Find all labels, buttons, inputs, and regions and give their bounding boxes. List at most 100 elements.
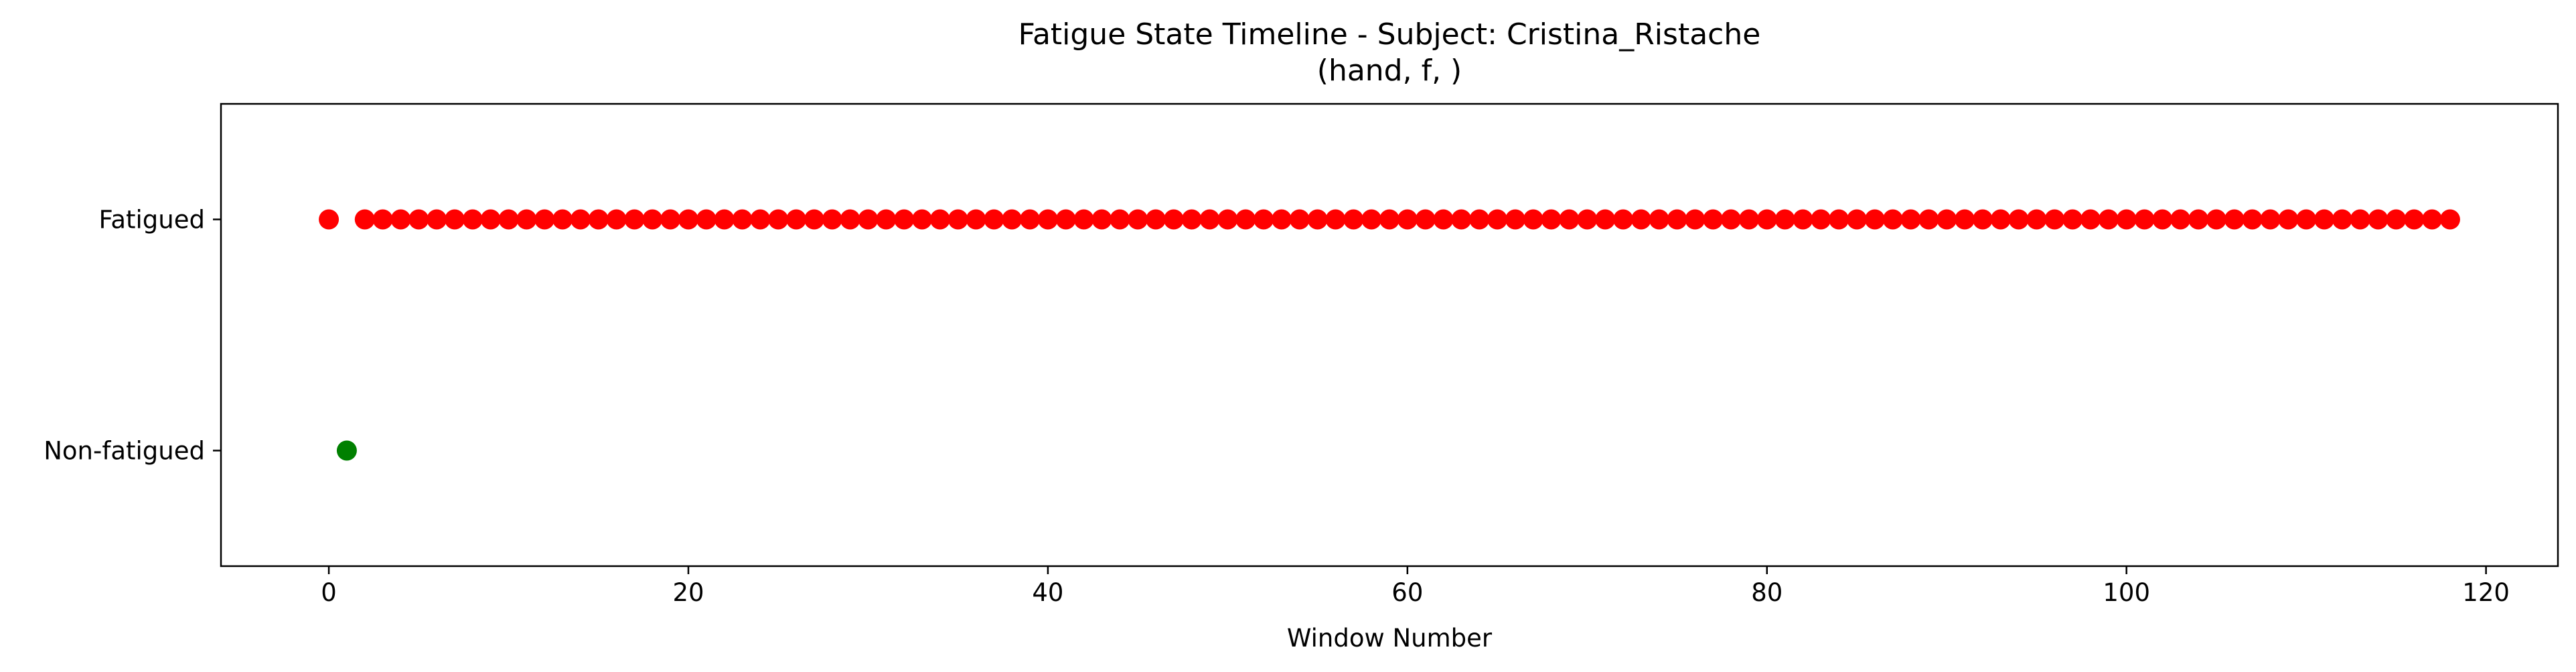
fatigued-point [2188, 209, 2209, 230]
fatigued-point [1613, 209, 1633, 230]
fatigued-point [1343, 209, 1364, 230]
fatigued-point [1559, 209, 1580, 230]
fatigued-point [2332, 209, 2352, 230]
fatigued-point [1541, 209, 1562, 230]
fatigued-point [984, 209, 1004, 230]
fatigued-point [678, 209, 698, 230]
fatigued-point [1271, 209, 1292, 230]
fatigued-point [2026, 209, 2047, 230]
fatigued-point [1487, 209, 1508, 230]
fatigued-point [588, 209, 609, 230]
x-tick-label: 0 [321, 578, 337, 607]
fatigued-point [2044, 209, 2065, 230]
x-tick-label: 120 [2462, 578, 2510, 607]
fatigued-point [2242, 209, 2263, 230]
fatigued-point [1415, 209, 1436, 230]
x-axis: 0 20 40 60 80 100 120 [321, 566, 2510, 607]
fatigued-point [2350, 209, 2370, 230]
fatigued-point [354, 209, 375, 230]
fatigued-point [1379, 209, 1399, 230]
x-axis-label: Window Number [1287, 624, 1493, 653]
fatigued-point [1002, 209, 1022, 230]
fatigued-point [1738, 209, 1759, 230]
fatigued-point [1217, 209, 1238, 230]
fatigued-point [2116, 209, 2137, 230]
fatigued-point [552, 209, 573, 230]
x-tick-label: 100 [2103, 578, 2150, 607]
fatigued-point [1990, 209, 2011, 230]
fatigued-point [1937, 209, 1957, 230]
fatigued-point [1433, 209, 1454, 230]
fatigued-point [480, 209, 501, 230]
fatigued-point [948, 209, 968, 230]
fatigued-point [534, 209, 555, 230]
fatigued-point [1774, 209, 1795, 230]
fatigued-point [912, 209, 932, 230]
fatigued-point [1451, 209, 1472, 230]
fatigued-point [1020, 209, 1041, 230]
fatigued-point [1235, 209, 1256, 230]
fatigued-point [1163, 209, 1184, 230]
fatigued-point [1793, 209, 1813, 230]
fatigued-point [1667, 209, 1687, 230]
fatigued-point [2008, 209, 2029, 230]
fatigued-point [1199, 209, 1220, 230]
fatigued-point [840, 209, 860, 230]
fatigued-point [1631, 209, 1651, 230]
fatigued-point [2134, 209, 2155, 230]
fatigued-point [2296, 209, 2317, 230]
fatigued-point [1091, 209, 1112, 230]
fatigued-point [2386, 209, 2407, 230]
fatigued-point [1882, 209, 1903, 230]
fatigued-point [714, 209, 735, 230]
fatigued-point [1972, 209, 1993, 230]
fatigued-point [876, 209, 897, 230]
y-axis: Fatigued Non-fatigued [44, 206, 221, 466]
fatigued-point [2098, 209, 2119, 230]
fatigued-point [1829, 209, 1849, 230]
fatigued-point [2080, 209, 2101, 230]
fatigued-point [786, 209, 807, 230]
fatigued-point [2062, 209, 2083, 230]
fatigued-point [2422, 209, 2443, 230]
fatigued-point [516, 209, 537, 230]
x-tick-label: 60 [1391, 578, 1423, 607]
fatigued-point [1055, 209, 1076, 230]
data-points [319, 209, 2460, 461]
fatigued-point [1523, 209, 1543, 230]
y-tick-label: Non-fatigued [44, 437, 205, 466]
fatigued-point [2314, 209, 2334, 230]
fatigued-point [1181, 209, 1202, 230]
fatigued-point [696, 209, 716, 230]
fatigued-point [750, 209, 771, 230]
fatigued-point [1756, 209, 1777, 230]
fatigued-point [462, 209, 483, 230]
fatigued-point [390, 209, 411, 230]
fatigued-point [929, 209, 950, 230]
fatigued-point [1864, 209, 1885, 230]
fatigued-point [1307, 209, 1328, 230]
y-tick-label: Fatigued [98, 206, 205, 234]
x-tick-label: 40 [1032, 578, 1063, 607]
non-fatigued-point [336, 440, 357, 461]
fatigued-point [1685, 209, 1706, 230]
fatigued-point [372, 209, 393, 230]
fatigued-point [1128, 209, 1148, 230]
fatigued-point [408, 209, 429, 230]
fatigued-point [1146, 209, 1166, 230]
fatigued-point [2368, 209, 2389, 230]
fatigued-point [1955, 209, 1975, 230]
fatigued-point [2278, 209, 2299, 230]
fatigued-point [1721, 209, 1742, 230]
fatigued-point [858, 209, 879, 230]
x-tick-label: 80 [1751, 578, 1783, 607]
fatigued-point [768, 209, 789, 230]
fatigued-point [966, 209, 986, 230]
fatigued-point [822, 209, 842, 230]
fatigued-point [1469, 209, 1490, 230]
fatigued-point [1254, 209, 1274, 230]
fatigued-point [570, 209, 591, 230]
fatigued-point [1595, 209, 1616, 230]
fatigued-point [894, 209, 915, 230]
